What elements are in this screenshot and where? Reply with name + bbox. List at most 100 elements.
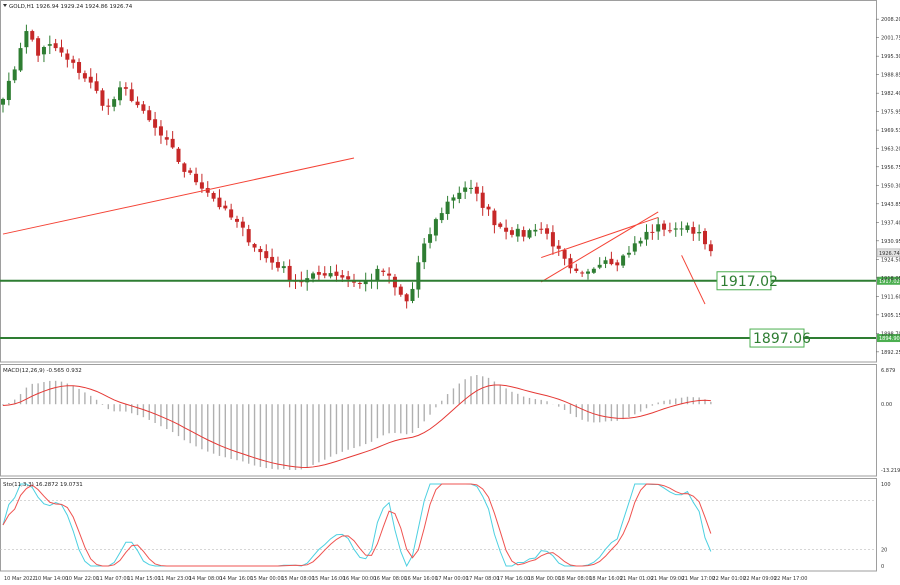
candle-body: [509, 230, 514, 235]
stochastic-tick-label: 20: [881, 548, 887, 554]
candle-body: [65, 53, 70, 60]
stochastic-panel: [0, 478, 877, 572]
candle-body: [311, 273, 316, 279]
level-axis-tag: [877, 276, 900, 285]
candle-body: [621, 255, 626, 266]
time-tick-label: 16 Mar 00:00: [343, 576, 376, 582]
candle-body: [264, 251, 269, 259]
candle-body: [662, 223, 667, 230]
candle-body: [697, 232, 702, 234]
level-axis-tag: [877, 334, 900, 343]
symbol-dropdown-icon[interactable]: [3, 4, 7, 7]
main-price-panel: [0, 0, 877, 363]
candle-body: [463, 187, 468, 192]
candle-body: [591, 268, 596, 273]
candle-body: [580, 272, 585, 274]
time-tick-label: 22 Mar 17:00: [774, 576, 807, 582]
candle-body: [428, 234, 433, 243]
time-tick-label: 21 Mar 09:00: [651, 576, 684, 582]
candle-body: [445, 201, 450, 215]
chart-overlays: 1917.02 1917.02 1897.06 1894.90 1926.74: [0, 248, 900, 348]
time-tick-label: 21 Mar 17:00: [682, 576, 715, 582]
candle-body: [47, 44, 52, 46]
candle-body: [346, 276, 351, 280]
candle-body: [88, 76, 93, 83]
candle-body: [451, 197, 456, 201]
candle-body: [410, 288, 415, 301]
price-plot-area: [1, 24, 713, 309]
candle-body: [626, 252, 631, 255]
macd-tick-label: -13.219: [881, 468, 900, 474]
candle-body: [106, 105, 111, 107]
price-tick-label: 1975.95: [881, 110, 900, 116]
time-tick-label: 18 Mar 08:00: [558, 576, 591, 582]
time-tick-label: 11 Mar 07:00: [96, 576, 129, 582]
price-tick-label: 1963.20: [881, 146, 900, 152]
candle-body: [30, 31, 35, 40]
price-tick-label: 2008.20: [881, 17, 900, 23]
time-tick-label: 17 Mar 00:00: [435, 576, 468, 582]
candle-body: [71, 59, 76, 63]
candle-body: [568, 258, 573, 269]
price-tick-label: 2001.75: [881, 36, 900, 42]
candle-body: [650, 231, 655, 233]
trendline: [541, 216, 659, 259]
time-tick-label: 15 Mar 00:00: [250, 576, 283, 582]
candle-body: [59, 47, 64, 53]
time-tick-label: 18 Mar 16:00: [589, 576, 622, 582]
candle-body: [673, 228, 678, 230]
stochastic-tick-label: 0: [881, 564, 884, 570]
candle-body: [603, 260, 608, 264]
current-price-value: 1926.74: [879, 251, 900, 257]
candle-body: [199, 182, 204, 189]
candle-body: [118, 87, 122, 101]
candle-body: [123, 87, 128, 89]
candle-body: [545, 228, 550, 234]
price-tick-label: 1905.15: [881, 313, 900, 319]
candle-body: [533, 229, 538, 232]
candle-body: [36, 38, 41, 56]
candle-body: [357, 282, 362, 284]
candle-body: [194, 173, 199, 183]
candle-body: [235, 218, 239, 222]
level-label-box: [749, 328, 805, 348]
candle-body: [703, 230, 707, 245]
candle-body: [334, 271, 339, 276]
candle-body: [457, 192, 462, 199]
time-tick-label: 22 Mar 01:00: [712, 576, 745, 582]
price-tick-label: 1950.30: [881, 183, 900, 189]
candle-body: [240, 221, 245, 228]
candle-body: [691, 227, 696, 234]
candle-body: [229, 209, 234, 218]
candle-body: [340, 275, 345, 278]
candle-body: [41, 47, 46, 55]
candle-body: [521, 230, 526, 237]
candle-body: [515, 228, 520, 237]
candle-body: [217, 197, 222, 208]
candle-body: [246, 229, 251, 243]
candle-body: [632, 243, 637, 252]
candle-body: [433, 219, 438, 236]
time-tick-label: 10 Mar 14:00: [35, 576, 68, 582]
candle-body: [685, 225, 690, 231]
macd-signal-line: [2, 384, 711, 468]
candle-body: [404, 294, 409, 302]
candle-body: [153, 119, 158, 128]
level-label: 1897.06: [753, 331, 811, 347]
time-tick-label: 11 Mar 15:00: [127, 576, 160, 582]
time-tick-label: 10 Mar 22:00: [66, 576, 99, 582]
time-tick-label: 11 Mar 23:00: [158, 576, 191, 582]
candle-body: [53, 43, 58, 49]
candle-body: [381, 270, 386, 272]
candle-body: [556, 245, 561, 249]
time-tick-label: 15 Mar 16:00: [312, 576, 345, 582]
candle-body: [94, 81, 99, 91]
candle-body: [182, 163, 187, 172]
macd-plot-area: [2, 375, 712, 470]
candle-body: [486, 206, 491, 210]
candle-body: [504, 227, 509, 232]
trendline: [681, 255, 706, 305]
price-tick-label: 1930.95: [881, 239, 900, 245]
macd-tick-label: 0.00: [881, 402, 892, 408]
